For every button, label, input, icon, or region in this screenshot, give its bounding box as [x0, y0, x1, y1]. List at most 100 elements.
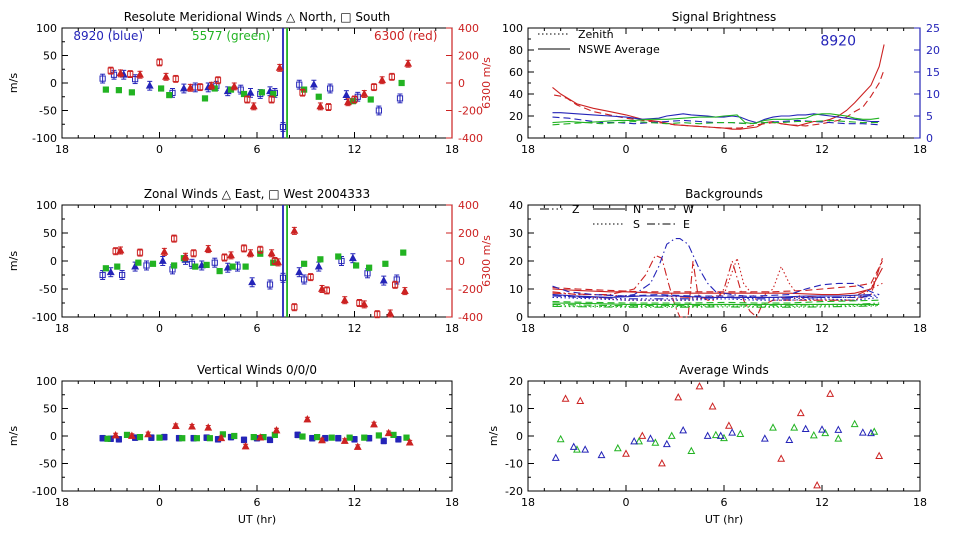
- data-point-sq: [396, 95, 404, 102]
- data-point-ftri: [340, 295, 349, 304]
- x-tick-label: 18: [445, 496, 459, 509]
- data-point-fsq: [382, 260, 389, 267]
- data-point-ftri: [353, 442, 362, 450]
- data-point-tri: [561, 394, 570, 402]
- data-point-tri: [858, 428, 867, 436]
- series-line: [552, 113, 880, 125]
- data-point-sq: [132, 76, 139, 83]
- data-point-ftri: [144, 429, 153, 438]
- data-point-fsq: [349, 98, 356, 105]
- right-y-tick-label: 15: [926, 66, 940, 79]
- data-point-tri: [769, 423, 777, 431]
- data-point-ftri: [116, 246, 125, 254]
- data-point-tri: [875, 451, 884, 459]
- data-point-tri: [720, 433, 728, 442]
- data-point-ftri: [186, 83, 195, 91]
- right-y-tick-label: -200: [458, 105, 483, 118]
- data-point-ftri: [227, 250, 235, 259]
- y-tick-label: -50: [39, 283, 57, 296]
- data-point-fsq: [136, 434, 144, 441]
- x-tick-label: 0: [623, 143, 630, 156]
- data-point-tri: [785, 435, 794, 444]
- legend-label: N: [633, 203, 641, 216]
- series-line: [552, 254, 883, 318]
- y-tick-label: 50: [43, 403, 57, 416]
- data-point-ftri: [136, 70, 144, 78]
- data-point-sq: [266, 281, 274, 288]
- right-axis-label: 6300 m/s: [480, 235, 493, 287]
- data-point-ftri: [181, 252, 190, 260]
- data-point-ftri: [309, 80, 318, 88]
- data-point-sq: [356, 299, 363, 307]
- data-point-tri: [813, 481, 822, 489]
- x-tick-label: 18: [521, 143, 535, 156]
- y-tick-label: 0: [516, 132, 523, 145]
- y-tick-label: 50: [43, 227, 57, 240]
- series-line: [552, 112, 880, 124]
- data-point-tri: [657, 459, 666, 467]
- data-point-fsq: [266, 436, 274, 443]
- data-point-tri: [777, 454, 786, 462]
- y-tick-label: 100: [36, 199, 57, 212]
- data-point-ftri: [217, 433, 226, 442]
- right-y-tick-label: 5: [926, 110, 933, 123]
- data-point-ftri: [274, 257, 283, 266]
- data-point-tri: [630, 437, 639, 445]
- data-point-fsq: [201, 95, 209, 102]
- data-point-tri: [638, 431, 647, 439]
- data-point-sq: [156, 59, 163, 66]
- data-point-ftri: [188, 422, 196, 430]
- data-point-fsq: [128, 89, 135, 96]
- data-point-ftri: [318, 435, 326, 444]
- data-point-ftri: [207, 81, 216, 89]
- y-tick-label: 30: [509, 227, 523, 240]
- data-point-sq: [299, 89, 306, 96]
- data-point-ftri: [145, 81, 154, 89]
- series-line: [552, 295, 880, 300]
- series-line: [552, 299, 880, 304]
- data-point-sq: [375, 107, 382, 114]
- right-y-tick-label: 400: [458, 22, 479, 35]
- plot-frame: [527, 380, 921, 492]
- data-point-tri: [711, 430, 720, 439]
- data-point-tri: [674, 393, 683, 401]
- y-axis-label: m/s: [7, 73, 20, 93]
- data-point-tri: [551, 453, 560, 461]
- data-point-fsq: [166, 92, 173, 99]
- x-tick-label: 6: [721, 496, 728, 509]
- data-point-tri: [850, 419, 859, 428]
- x-tick-label: 6: [254, 143, 261, 156]
- data-point-ftri: [267, 248, 276, 257]
- y-tick-label: 40: [509, 88, 523, 101]
- x-tick-label: 12: [348, 496, 362, 509]
- series-line: [552, 302, 880, 307]
- series-line: [552, 304, 880, 307]
- series-line: [552, 302, 880, 305]
- legend-label: S: [633, 218, 640, 231]
- data-point-fsq: [123, 431, 131, 438]
- data-point-sq: [327, 85, 334, 92]
- data-point-tri: [622, 449, 630, 457]
- right-y-tick-label: 200: [458, 227, 479, 240]
- legend-label: Z: [572, 203, 580, 216]
- data-point-ftri: [303, 415, 312, 423]
- x-tick-label: 18: [55, 143, 69, 156]
- panel-title: Backgrounds: [685, 187, 763, 201]
- data-point-ftri: [295, 267, 304, 276]
- data-point-ftri: [275, 63, 284, 71]
- data-point-tri: [834, 425, 843, 433]
- data-point-fsq: [216, 267, 223, 275]
- data-point-ftri: [116, 68, 125, 77]
- x-tick-label: 0: [156, 496, 163, 509]
- data-point-ftri: [318, 284, 326, 292]
- x-tick-label: 18: [913, 322, 927, 335]
- data-point-tri: [581, 445, 590, 453]
- series-line: [554, 69, 885, 129]
- right-y-tick-label: 0: [926, 132, 933, 145]
- data-point-tri: [809, 430, 818, 439]
- data-point-ftri: [400, 286, 409, 294]
- x-tick-label: 18: [913, 143, 927, 156]
- x-tick-label: 18: [445, 143, 459, 156]
